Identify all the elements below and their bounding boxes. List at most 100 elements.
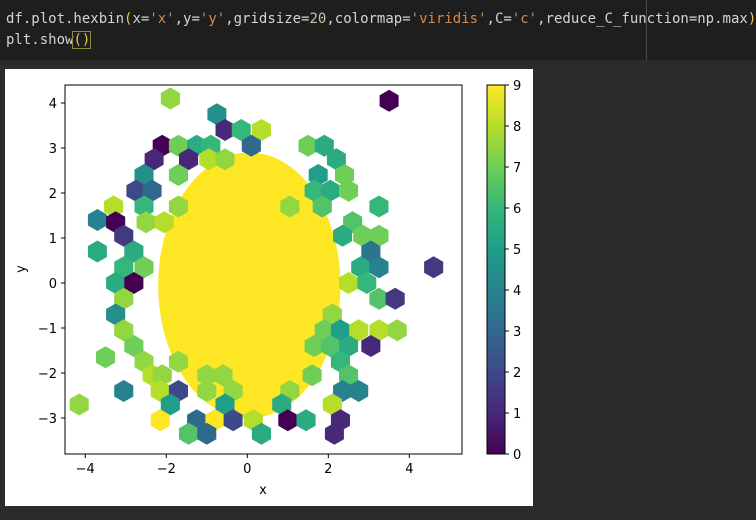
code-line-1[interactable]: df.plot.hexbin(x='x',y='y',gridsize=20,c… <box>6 9 756 29</box>
colorbar-tick-label: 3 <box>513 325 521 340</box>
hexbin-cell <box>324 422 344 445</box>
hexbin-cell <box>160 87 180 110</box>
hexbin-cell <box>215 393 235 416</box>
hexbin-cell <box>278 409 298 432</box>
y-tick-label: 0 <box>49 277 57 292</box>
code-token: ) <box>747 11 756 27</box>
hexbin-cell <box>114 256 134 279</box>
hexbin-cell <box>114 224 134 247</box>
hexbin-cell <box>126 179 146 202</box>
code-token: 'x' <box>149 11 175 27</box>
code-token: df.plot.hexbin <box>6 11 125 27</box>
code-line-2[interactable]: plt.show() <box>6 30 92 50</box>
y-tick-label: −3 <box>38 412 57 427</box>
hexbin-cell <box>379 89 399 112</box>
hexbin-cell <box>87 240 107 263</box>
x-axis-label: x <box>259 483 267 498</box>
code-token: ( <box>124 11 133 27</box>
hexbin-cell <box>349 380 369 402</box>
hexbin-cell <box>215 119 235 141</box>
hexbin-cell <box>179 148 199 171</box>
hexbin-cell <box>333 224 352 247</box>
hexbin-cell <box>124 240 144 263</box>
hexbin-cell <box>322 393 342 416</box>
hexbin-cell <box>304 179 324 202</box>
output-area: −4 −2 0 2 4 −3 −2 −1 0 1 2 3 4 x y 0 1 2 3 4 5 6 7 8 9 <box>5 69 533 506</box>
code-cell[interactable]: df.plot.hexbin(x='x',y='y',gridsize=20,c… <box>0 0 756 60</box>
colorbar-tick-label: 2 <box>513 366 521 381</box>
hexbin-cell <box>231 119 251 141</box>
hexbin-cell <box>280 195 300 218</box>
hexbin-cell <box>333 380 352 402</box>
y-axis-label: y <box>14 265 29 273</box>
hexbin-cell <box>361 240 381 263</box>
hexbin-cell <box>136 211 156 234</box>
hexbin-cell <box>144 148 164 171</box>
code-token: x= <box>132 11 150 27</box>
hexbin-cell <box>197 380 217 402</box>
hexbin-cell <box>387 319 407 342</box>
colorbar-tick-label: 7 <box>513 161 521 176</box>
code-token: 'viridis' <box>410 11 487 27</box>
hexbin-cell <box>223 409 243 432</box>
hexbin-cell <box>150 409 170 432</box>
colorbar: 0 1 2 3 4 5 6 7 8 9 <box>486 79 521 463</box>
code-token: ,y= <box>174 11 200 27</box>
hexbin-cell <box>320 179 340 202</box>
colorbar-tick-label: 6 <box>513 202 521 217</box>
hexbin-cell <box>302 364 322 387</box>
code-token: ,reduce_C_function=np.max <box>537 11 748 27</box>
x-tick-label: 2 <box>324 462 332 477</box>
y-tick-label: −1 <box>38 322 57 337</box>
hexbin-cell <box>320 335 340 357</box>
hexbin-cell <box>361 335 381 357</box>
y-tick-label: 1 <box>49 232 57 247</box>
hexbin-cell <box>104 195 124 218</box>
hexbin-cell <box>114 287 134 310</box>
hexbin-cell <box>272 393 292 416</box>
colorbar-tick-label: 9 <box>513 79 521 94</box>
colorbar-tick-label: 1 <box>513 407 521 422</box>
hexbin-cell <box>298 134 318 157</box>
colorbar-tick-label: 4 <box>513 284 521 299</box>
colorbar-tick-label: 5 <box>513 243 521 258</box>
code-token: ,C= <box>486 11 512 27</box>
hexbin-cell <box>339 179 359 202</box>
y-tick-label: 3 <box>49 142 57 157</box>
hexbin-cell <box>369 256 389 279</box>
code-token: 20 <box>309 11 327 27</box>
hexbin-cell <box>96 346 115 369</box>
hexbin-cell <box>114 380 134 402</box>
hexbin-cell <box>339 272 359 294</box>
hexbin-cell <box>150 380 170 402</box>
hexbin-cell <box>199 148 219 171</box>
code-token: plt.show <box>6 32 74 48</box>
hexbin-cell <box>343 211 363 234</box>
hexbin-cell <box>207 103 227 126</box>
axes-layer: −4 −2 0 2 4 −3 −2 −1 0 1 2 3 4 <box>38 97 414 477</box>
hexbin-cell <box>152 364 172 387</box>
plot-layer <box>69 87 444 445</box>
hexbin-cell <box>179 422 199 445</box>
hexbin-cell <box>357 272 377 294</box>
hexbin-chart: −4 −2 0 2 4 −3 −2 −1 0 1 2 3 4 x y 0 1 2 3 4 5 6 7 8 9 <box>14 79 521 498</box>
hexbin-cell <box>154 211 174 234</box>
x-tick-label: −4 <box>76 462 95 477</box>
hexbin-cell <box>326 148 346 171</box>
x-tick-label: 4 <box>405 462 413 477</box>
hexbin-cell <box>87 209 107 231</box>
hexbin-cell <box>312 195 332 218</box>
hexbin-cell <box>369 287 389 310</box>
hexbin-cell <box>106 303 126 326</box>
hexbin-cell <box>369 195 389 218</box>
editor-ruler <box>646 0 647 60</box>
code-token: ,colormap= <box>326 11 411 27</box>
hexbin-cell <box>424 256 444 279</box>
hexbin-cell <box>241 134 261 157</box>
hexbin-cell <box>134 256 154 279</box>
hexbin-cell <box>160 393 180 416</box>
hexbin-cell <box>339 335 359 357</box>
hexbin-cell <box>106 272 126 294</box>
hexbin-cell <box>314 134 334 157</box>
colorbar-gradient <box>486 84 506 455</box>
